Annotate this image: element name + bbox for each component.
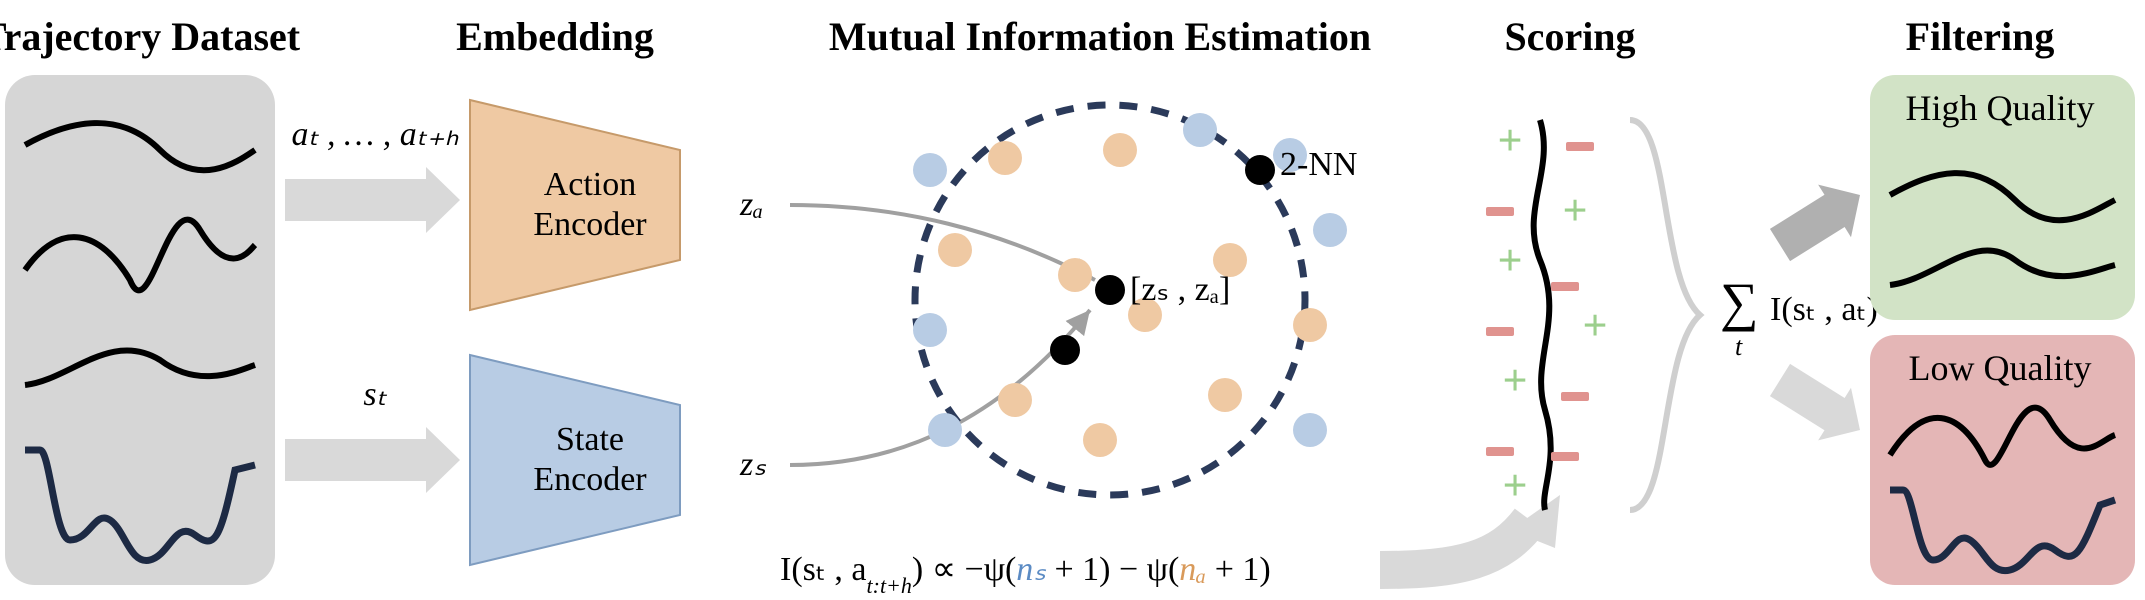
concat-label: [zₛ , zₐ] [1130,271,1230,308]
label-actions: aₜ , … , aₜ₊ₕ [292,116,459,153]
action-encoder-l1: Action [544,166,637,203]
svg-text:+: + [1562,186,1587,235]
za-label: zₐ [739,186,763,223]
svg-text:+: + [1582,301,1607,350]
sum-formula: ∑ t I(sₜ , aₜ) [1720,272,1878,361]
state-encoder-l1: State [556,421,624,458]
sum-sub: t [1735,332,1743,361]
heading-embedding: Embedding [456,14,654,59]
low-quality-label: Low Quality [1909,348,2092,388]
arrow-to-action [285,167,460,233]
action-encoder-l2: Encoder [533,206,647,243]
svg-text:+: + [1502,356,1527,405]
scoring-brace [1630,120,1700,510]
sum-body: I(sₜ , aₜ) [1770,291,1878,328]
zs-label: zₛ [739,446,766,483]
svg-text:+: + [1502,461,1527,510]
label-state: sₜ [363,376,387,413]
dataset-panel [5,75,275,585]
high-quality-label: High Quality [1906,88,2095,128]
svg-text:I(sₜ , at:t+h) ∝ −ψ(nₛ + 1) −: I(sₜ , at:t+h) ∝ −ψ(nₛ + 1) − ψ(nₐ + 1) [780,551,1271,598]
arrow-formula-scoring [1380,495,1560,570]
arrow-to-low [1770,364,1860,440]
diagram-root: Trajectory Dataset Embedding Mutual Info… [0,0,2145,600]
svg-text:+: + [1497,116,1522,165]
heading-dataset: Trajectory Dataset [0,14,301,59]
heading-scoring: Scoring [1504,14,1635,59]
sum-sigma: ∑ [1720,272,1759,332]
heading-filtering: Filtering [1906,14,2055,59]
arrow-to-high [1770,185,1860,261]
heading-mi: Mutual Information Estimation [829,14,1371,59]
arrow-to-state [285,427,460,493]
state-encoder: State Encoder [470,355,680,565]
action-encoder: Action Encoder [470,100,680,310]
svg-text:+: + [1497,236,1522,285]
state-encoder-l2: Encoder [533,461,647,498]
knn-label: 2-NN [1280,146,1357,183]
mi-formula: I(sₜ , at:t+h) ∝ −ψ(nₛ + 1) − ψ(nₐ + 1) [780,551,1271,598]
scoring-curve [1534,120,1551,510]
